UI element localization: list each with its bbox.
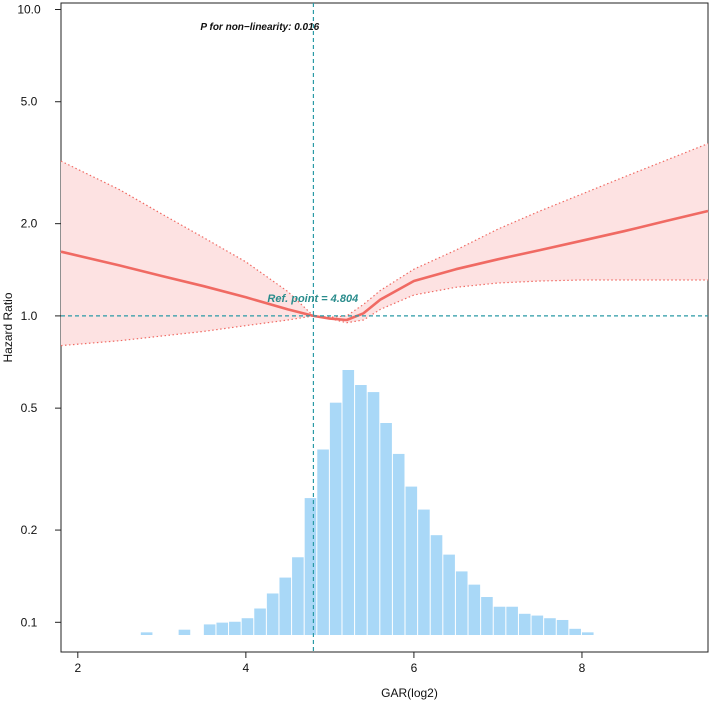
histogram-bar: [329, 402, 342, 635]
y-tick-label: 10.0: [17, 2, 41, 16]
histogram-bar: [418, 509, 430, 635]
histogram-bar: [443, 554, 455, 635]
histogram-bar: [266, 593, 279, 635]
ci-lower-line: [60, 279, 708, 347]
ref-point-annotation: Ref. point = 4.804: [267, 293, 358, 305]
histogram-bar: [304, 498, 317, 635]
histogram-bar: [254, 608, 266, 635]
y-tick-label: 2.0: [21, 217, 38, 231]
histogram-bar: [178, 629, 191, 635]
y-tick-label: 0.2: [21, 523, 38, 537]
x-tick-label: 6: [411, 661, 418, 675]
histogram-bar: [531, 615, 544, 635]
histogram-bar: [493, 606, 506, 635]
confidence-band: [61, 143, 708, 346]
histogram-bar: [367, 392, 380, 635]
histogram-bar: [241, 618, 254, 635]
y-axis-title: Hazard Ratio: [1, 292, 15, 362]
histogram-bar: [455, 571, 468, 635]
histogram-bar: [317, 449, 329, 635]
histogram-bar: [581, 632, 594, 635]
x-tick-label: 8: [579, 661, 586, 675]
y-tick-label: 0.5: [21, 401, 38, 415]
histogram-bar: [355, 385, 367, 635]
histogram-bar: [518, 613, 531, 635]
histogram-bar: [506, 606, 518, 635]
histogram-bar: [569, 628, 581, 635]
y-tick-label: 0.1: [21, 615, 38, 629]
x-tick-label: 4: [243, 661, 250, 675]
histogram-bar: [430, 535, 443, 635]
histogram-bar: [203, 624, 216, 635]
y-axis: 0.1 0.2 0.5 1.0 2.0 5.0 10.0: [17, 2, 61, 629]
y-tick-label: 1.0: [21, 309, 38, 323]
hazard-ratio-line: [60, 209, 709, 322]
histogram-bar: [279, 577, 292, 635]
histogram-bar: [292, 557, 304, 635]
x-axis: 2 4 6 8: [74, 652, 586, 675]
x-tick-label: 2: [74, 661, 81, 675]
histogram-bar: [544, 618, 556, 635]
p-nonlinearity-annotation: P for non−linearity: 0.016: [200, 22, 319, 33]
histogram-bar: [556, 619, 569, 635]
histogram-bar: [342, 370, 355, 635]
histogram: [140, 370, 594, 635]
histogram-bar: [229, 621, 241, 635]
x-axis-title: GAR(log2): [381, 686, 438, 700]
ci-upper-line: [60, 143, 709, 318]
plot-area: P for non−linearity: 0.016 Ref. point = …: [60, 2, 709, 653]
histogram-bar: [405, 486, 418, 635]
y-tick-label: 5.0: [21, 95, 38, 109]
histogram-bar: [216, 622, 229, 635]
histogram-bar: [468, 584, 481, 635]
histogram-bar: [380, 423, 392, 635]
histogram-bar: [392, 453, 405, 635]
histogram-bar: [140, 632, 153, 635]
histogram-bar: [481, 597, 493, 635]
